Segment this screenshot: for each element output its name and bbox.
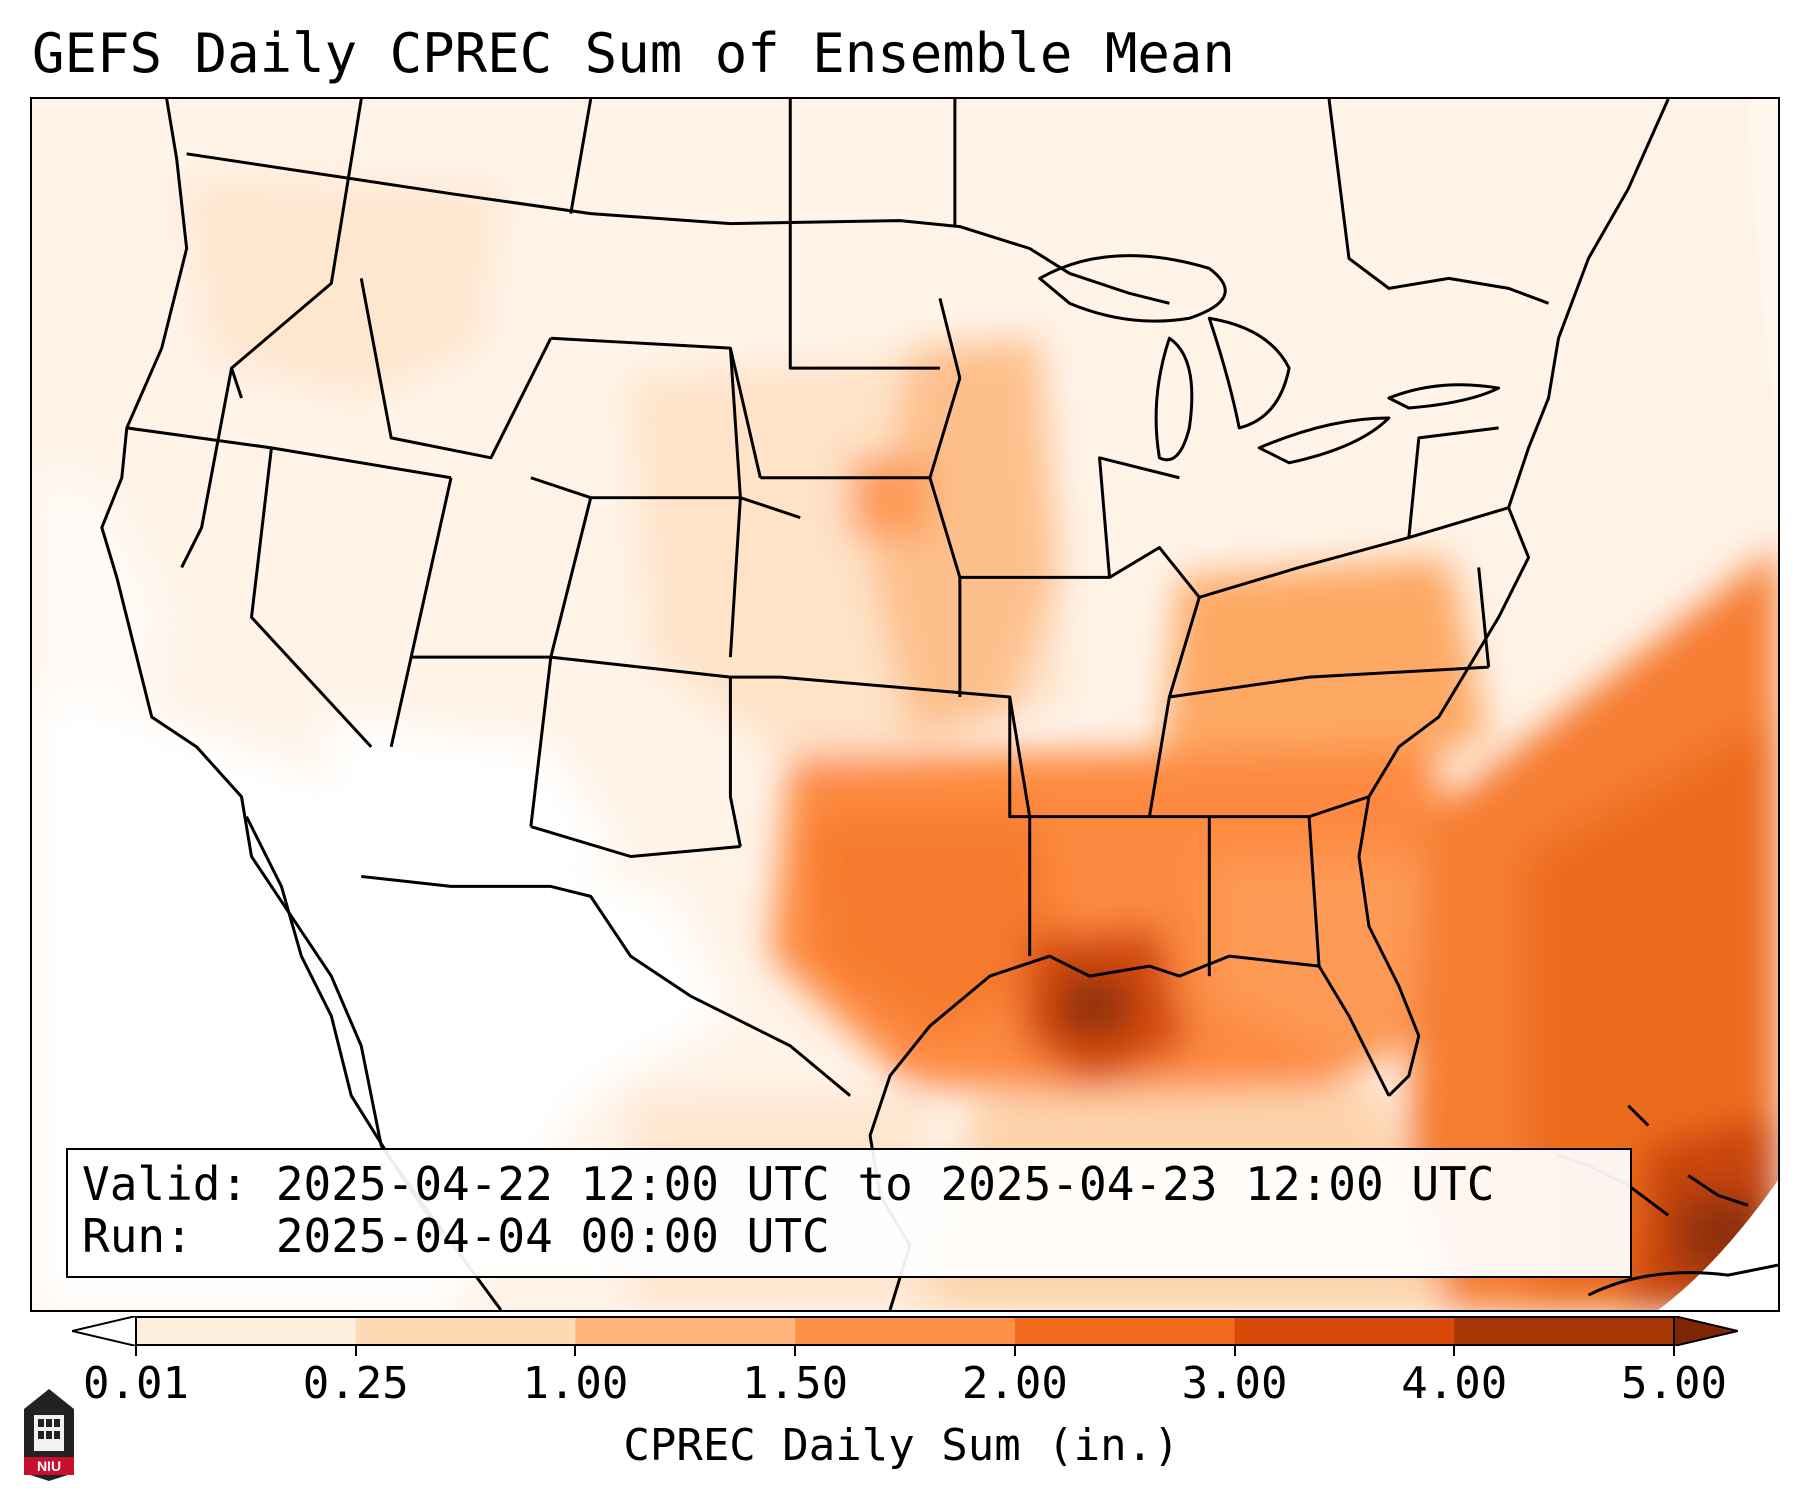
lake-superior — [1038, 254, 1227, 323]
colorbar-tick-label: 4.00 — [1401, 1358, 1508, 1409]
colorbar-tick-mark — [574, 1346, 577, 1356]
colorbar-segment — [575, 1316, 796, 1346]
gulf-coastline — [868, 954, 1391, 1246]
map-title: GEFS Daily CPREC Sum of Ensemble Mean — [32, 22, 1235, 85]
colorbar-segment — [136, 1316, 357, 1346]
colorbar-outline — [135, 1316, 1675, 1346]
colorbar-tick-label: 2.00 — [961, 1358, 1068, 1409]
colorbar-segment — [1014, 1316, 1236, 1346]
map-canvas — [32, 99, 1778, 1310]
colorbar-tick-mark — [794, 1346, 797, 1356]
colorbar-tick-mark — [354, 1346, 357, 1356]
colorbar-tick-label: 5.00 — [1621, 1358, 1727, 1409]
pacific-coastline — [100, 99, 503, 1310]
valid-time-text: Valid: 2025-04-22 12:00 UTC to 2025-04-2… — [82, 1157, 1495, 1211]
projection-edge-top — [1748, 99, 1778, 428]
colorbar-tick-label: 1.50 — [742, 1358, 849, 1409]
projection-edge — [1658, 1180, 1778, 1310]
us-canada-border — [186, 152, 1170, 305]
colorbar-tick-mark — [1013, 1346, 1016, 1356]
lake-erie — [1257, 416, 1391, 465]
colorbar-tick-label: 1.00 — [522, 1358, 629, 1409]
colorbar-tick-mark — [135, 1346, 137, 1356]
colorbar-tick-mark — [1453, 1346, 1456, 1356]
colorbar-tick-label: 0.01 — [83, 1358, 189, 1409]
colorbar-segment — [355, 1316, 576, 1346]
colorbar — [72, 1316, 1738, 1346]
svg-text:NIU: NIU — [37, 1458, 61, 1474]
lake-ontario — [1387, 383, 1501, 410]
precipitation-map — [30, 97, 1780, 1312]
colorbar-extend-low — [72, 1316, 137, 1346]
colorbar-tick-mark — [1233, 1346, 1236, 1356]
colorbar-tick-label: 0.25 — [302, 1358, 409, 1409]
map-boundaries — [100, 99, 1670, 1310]
colorbar-tick-label: 3.00 — [1181, 1358, 1288, 1409]
valid-time-box: Valid: 2025-04-22 12:00 UTC to 2025-04-2… — [66, 1148, 1632, 1278]
colorbar-tick-mark — [1673, 1346, 1675, 1356]
run-time-text: Run: 2025-04-04 00:00 UTC — [82, 1209, 830, 1263]
colorbar-label: CPREC Daily Sum (in.) — [623, 1420, 1180, 1471]
lake-michigan — [1154, 336, 1194, 462]
lake-huron — [1207, 316, 1291, 430]
colorbar-segment — [1454, 1316, 1675, 1346]
colorbar-extend-high — [1673, 1316, 1738, 1346]
niu-university-logo: NIU — [24, 1389, 74, 1481]
colorbar-segment — [1234, 1316, 1455, 1346]
colorbar-segment — [795, 1316, 1016, 1346]
